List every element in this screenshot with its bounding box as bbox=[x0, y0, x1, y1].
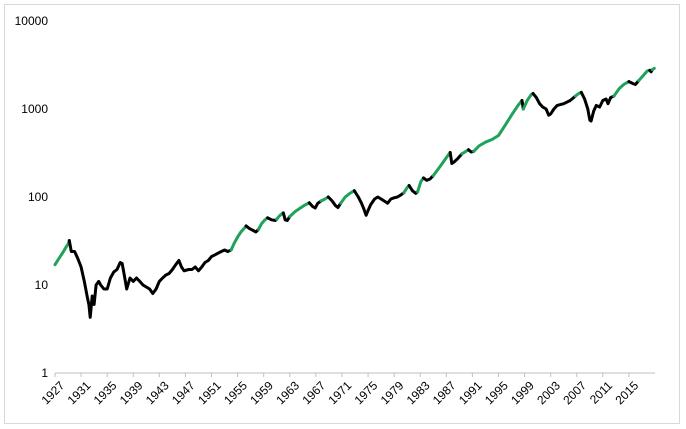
x-tick-label: 1955 bbox=[221, 378, 250, 407]
x-tick-label: 1979 bbox=[378, 378, 407, 407]
x-tick-label: 1991 bbox=[456, 378, 485, 407]
series-segment-black bbox=[352, 189, 406, 217]
series-segment-black bbox=[67, 239, 233, 319]
x-tick-label: 1947 bbox=[169, 378, 198, 407]
series-segment-green bbox=[229, 224, 248, 252]
x-tick-label: 1963 bbox=[273, 378, 302, 407]
x-axis bbox=[54, 372, 655, 377]
series-segment-black bbox=[281, 211, 292, 222]
x-tick-label: 1927 bbox=[39, 378, 68, 407]
series-segment-green bbox=[431, 151, 452, 178]
y-tick-label: 1000 bbox=[21, 102, 48, 116]
series-segment-black bbox=[244, 224, 260, 234]
x-tick-label: 1939 bbox=[117, 378, 146, 407]
x-axis-tick-labels: 1927193119351939194319471951195519591963… bbox=[39, 378, 642, 407]
series-segment-black bbox=[579, 90, 616, 123]
x-tick-label: 1995 bbox=[482, 378, 511, 407]
series-segment-green bbox=[521, 92, 535, 111]
x-tick-label: 1935 bbox=[91, 378, 120, 407]
y-axis-tick-labels: 1 10 100 1000 10000 bbox=[15, 14, 49, 380]
series-segment-black bbox=[627, 79, 641, 86]
series-segment-black bbox=[326, 195, 343, 209]
x-tick-label: 1999 bbox=[508, 378, 537, 407]
x-tick-label: 1931 bbox=[65, 378, 94, 407]
series-segment-green bbox=[53, 239, 71, 267]
series-segment-green bbox=[288, 201, 311, 218]
x-tick-label: 1983 bbox=[404, 378, 433, 407]
x-tick-label: 1951 bbox=[195, 378, 224, 407]
x-tick-label: 1975 bbox=[352, 378, 381, 407]
y-tick-label: 1 bbox=[41, 366, 48, 380]
x-tick-label: 1967 bbox=[299, 378, 328, 407]
series-segment-green bbox=[650, 66, 656, 72]
series-layer bbox=[53, 66, 656, 319]
x-tick-label: 1987 bbox=[430, 378, 459, 407]
chart-frame bbox=[4, 4, 680, 424]
y-tick-label: 10000 bbox=[15, 14, 49, 28]
series-segment-green bbox=[472, 99, 524, 153]
x-tick-label: 1943 bbox=[143, 378, 172, 407]
series-segment-green bbox=[416, 176, 425, 194]
x-tick-label: 1959 bbox=[247, 378, 276, 407]
series-segment-green bbox=[257, 216, 270, 231]
y-tick-label: 10 bbox=[35, 278, 49, 292]
series-segment-black bbox=[422, 174, 435, 182]
series-segment-green bbox=[637, 68, 652, 83]
series-segment-black bbox=[307, 199, 323, 210]
x-tick-label: 2015 bbox=[612, 378, 641, 407]
x-tick-label: 2003 bbox=[534, 378, 563, 407]
x-tick-label: 1971 bbox=[326, 378, 355, 407]
series-segment-black bbox=[531, 92, 577, 117]
series-segment-green bbox=[339, 189, 356, 205]
x-tick-label: 2011 bbox=[587, 378, 615, 406]
x-tick-label: 2007 bbox=[560, 378, 589, 407]
series-segment-black bbox=[448, 151, 464, 165]
series-segment-green bbox=[612, 80, 631, 98]
y-tick-label: 100 bbox=[28, 190, 48, 204]
